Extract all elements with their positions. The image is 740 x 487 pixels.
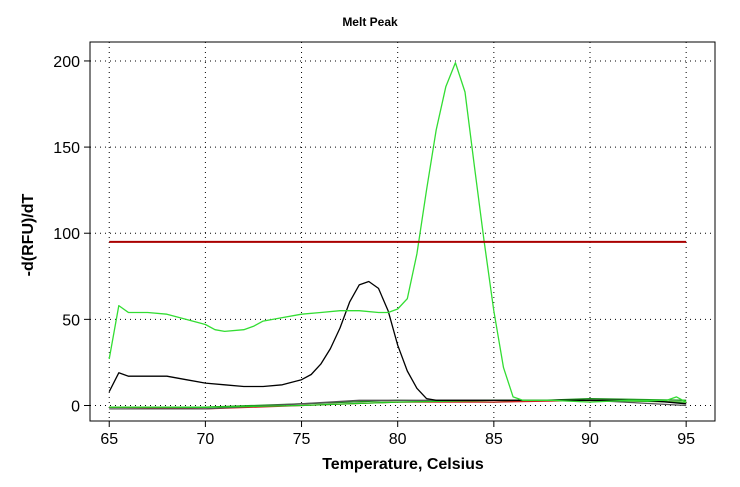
y-axis-label: -d(RFU)/dT (20, 193, 37, 276)
ticks: 65 70 75 80 85 90 95 0 50 100 150 200 (53, 54, 695, 448)
y-tick-label: 100 (53, 226, 80, 243)
chart-title: Melt Peak (342, 15, 398, 29)
plot-area (108, 62, 687, 410)
x-tick-label: 65 (100, 431, 118, 448)
x-tick-label: 85 (485, 431, 503, 448)
x-axis-label: Temperature, Celsius (322, 456, 484, 473)
series-line-1 (108, 62, 687, 403)
y-tick-label: 200 (53, 54, 80, 71)
y-tick-label: 0 (71, 398, 80, 415)
x-tick-label: 70 (196, 431, 214, 448)
x-tick-label: 80 (389, 431, 407, 448)
x-tick-label: 75 (293, 431, 311, 448)
y-tick-label: 50 (62, 312, 80, 329)
x-tick-label: 95 (677, 431, 695, 448)
series-line-2 (108, 280, 687, 405)
y-tick-label: 150 (53, 140, 80, 157)
plot-frame (89, 41, 716, 422)
grid (90, 42, 715, 421)
x-tick-label: 90 (581, 431, 599, 448)
